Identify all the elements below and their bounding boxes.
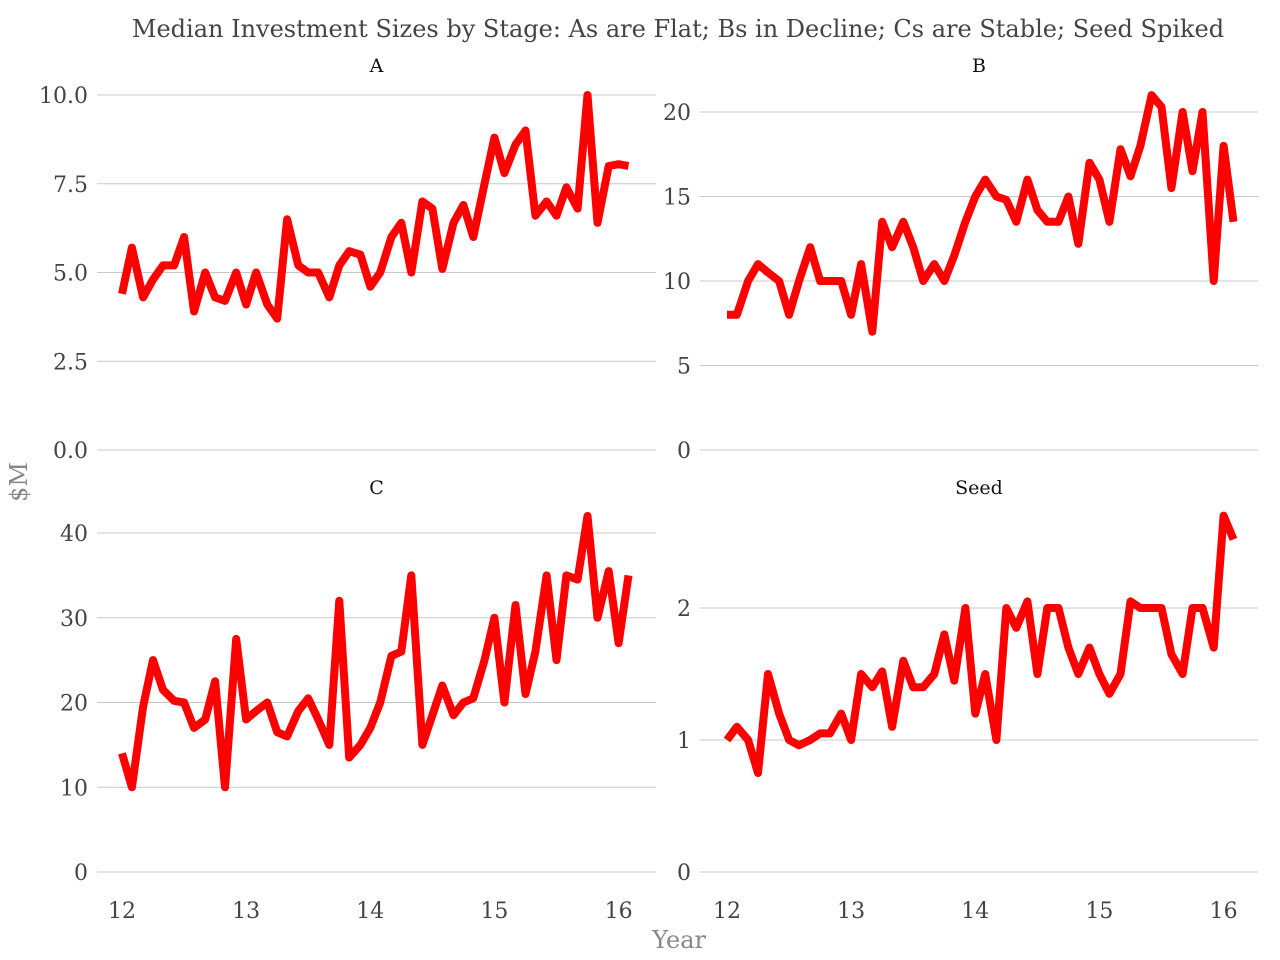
- y-tick-label: 40: [60, 522, 88, 547]
- series-line-seed: [723, 511, 1238, 777]
- y-tick-label: 20: [60, 692, 88, 717]
- x-tick-label: 14: [356, 899, 384, 924]
- y-tick-label: 5.0: [53, 262, 88, 287]
- facet-label: B: [972, 55, 986, 77]
- y-tick-label: 5: [677, 355, 691, 380]
- facet-label: C: [369, 477, 384, 499]
- x-tick-label: 15: [480, 899, 508, 924]
- x-tick-label: 14: [961, 899, 989, 924]
- x-tick-label: 12: [108, 899, 136, 924]
- series-line-a: [118, 91, 630, 323]
- y-tick-label: 1: [677, 729, 691, 754]
- panel-a: A 0.0 2.5 5.0 7.5 10.0: [39, 55, 656, 464]
- y-tick-label: 10.0: [39, 84, 88, 109]
- x-tick-label: 16: [1210, 899, 1238, 924]
- y-tick-label: 2: [677, 597, 691, 622]
- panel-b: B 0 5 10 15 20: [663, 55, 1258, 464]
- y-tick-label: 7.5: [53, 173, 88, 198]
- x-tick-label: 12: [713, 899, 741, 924]
- y-tick-label: 15: [663, 186, 691, 211]
- y-tick-label: 0.0: [53, 439, 88, 464]
- x-tick-label: 16: [605, 899, 633, 924]
- y-tick-label: 0: [677, 439, 691, 464]
- x-tick-label: 13: [837, 899, 865, 924]
- x-axis-title: Year: [651, 926, 706, 954]
- facet-label: Seed: [955, 477, 1003, 499]
- chart-title: Median Investment Sizes by Stage: As are…: [132, 15, 1224, 43]
- y-axis-title: $M: [5, 462, 33, 502]
- y-tick-label: 0: [677, 861, 691, 886]
- series-line-c: [118, 512, 633, 792]
- y-tick-label: 10: [663, 270, 691, 295]
- y-tick-label: 10: [60, 776, 88, 801]
- y-tick-label: 20: [663, 101, 691, 126]
- series-line-b: [727, 91, 1238, 336]
- y-tick-label: 0: [74, 861, 88, 886]
- y-tick-label: 2.5: [53, 350, 88, 375]
- panel-c: C 0 10 20 30 40 12 13 14 15 16: [60, 477, 656, 924]
- facet-label: A: [369, 55, 384, 77]
- y-tick-label: 30: [60, 607, 88, 632]
- x-tick-label: 15: [1085, 899, 1113, 924]
- x-tick-label: 13: [232, 899, 260, 924]
